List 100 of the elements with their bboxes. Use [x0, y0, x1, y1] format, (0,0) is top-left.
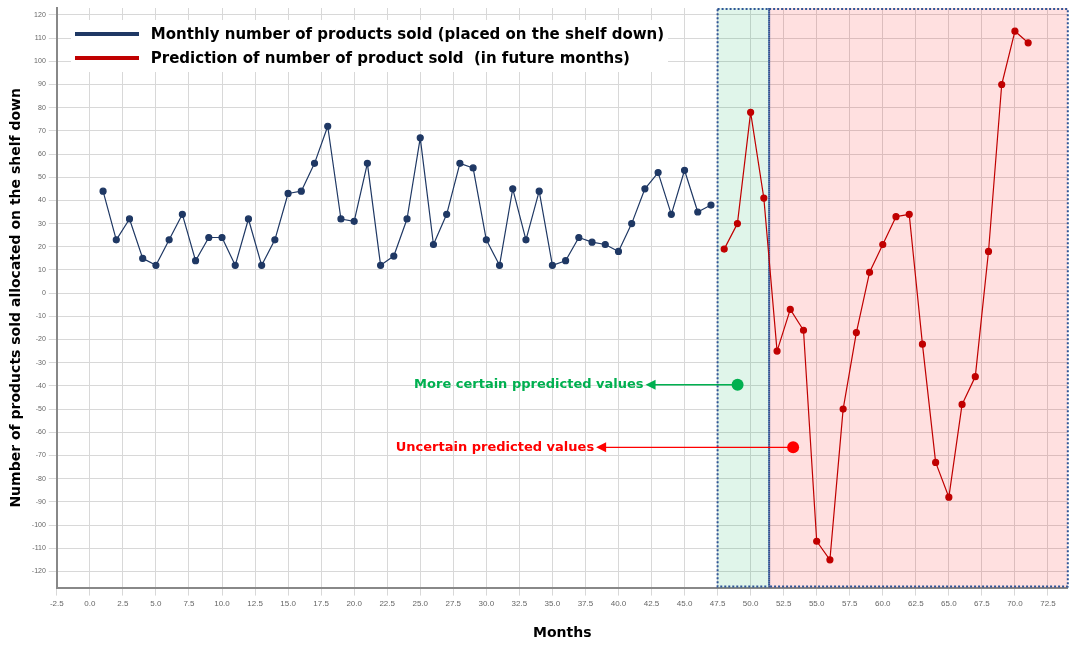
- point: [390, 252, 398, 260]
- point: [998, 80, 1006, 89]
- point: [852, 328, 860, 337]
- x-tick-label: 5.0: [150, 598, 163, 608]
- x-tick-label: 52.5: [775, 598, 792, 608]
- point: [641, 185, 649, 193]
- x-tick-label: 67.5: [974, 598, 991, 608]
- point: [932, 458, 940, 467]
- x-tick-label: 7.5: [183, 598, 196, 608]
- point: [694, 208, 702, 216]
- point: [562, 257, 570, 265]
- x-tick-label: 0.0: [84, 598, 96, 608]
- point: [350, 217, 358, 225]
- point: [363, 159, 371, 167]
- y-axis-title: Number of products sold allocated on the shelf down: [7, 88, 24, 508]
- point: [99, 187, 107, 195]
- x-axis-title: Months: [533, 624, 592, 641]
- point: [218, 233, 226, 242]
- x-tick-label: 40.0: [610, 598, 627, 608]
- point: [879, 240, 887, 249]
- x-tick-label: 55.0: [808, 598, 826, 608]
- point: [165, 236, 173, 244]
- x-tick-label: 2.5: [117, 598, 129, 608]
- point: [456, 159, 464, 167]
- point: [258, 261, 266, 269]
- x-tick-label: 10.0: [214, 598, 231, 608]
- point: [376, 261, 385, 269]
- point: [971, 373, 979, 381]
- x-tick-label: 20.0: [346, 598, 363, 608]
- point: [324, 122, 332, 130]
- point: [152, 261, 160, 269]
- point: [905, 210, 913, 218]
- point: [1024, 39, 1032, 47]
- point: [720, 245, 728, 253]
- point: [760, 194, 768, 202]
- point: [839, 405, 847, 413]
- point: [773, 347, 781, 355]
- point: [337, 215, 345, 223]
- x-tick-label: 32.5: [511, 598, 528, 608]
- x-tick-label: 57.5: [841, 598, 859, 608]
- point: [403, 215, 411, 223]
- point: [284, 189, 292, 198]
- point: [548, 261, 556, 269]
- point: [231, 261, 239, 269]
- x-tick-label: 60.0: [874, 598, 892, 608]
- point: [244, 215, 253, 223]
- point: [918, 340, 927, 348]
- point: [443, 210, 451, 218]
- point: [191, 257, 200, 265]
- point: [271, 236, 279, 244]
- x-tick-label: 27.5: [445, 598, 462, 608]
- point: [429, 240, 438, 249]
- point: [984, 247, 993, 256]
- point: [826, 556, 834, 564]
- x-tick-label: 35.0: [544, 598, 561, 608]
- point: [654, 169, 662, 177]
- point: [865, 268, 874, 276]
- point: [945, 493, 953, 501]
- point: [958, 400, 966, 409]
- point: [667, 210, 675, 218]
- point: [522, 236, 530, 244]
- point: [416, 134, 424, 142]
- point: [297, 187, 305, 195]
- point: [205, 233, 213, 242]
- point: [112, 236, 120, 244]
- x-tick-label: 65.0: [941, 598, 958, 608]
- point: [799, 326, 808, 334]
- x-tick-label: 62.5: [908, 598, 925, 608]
- x-tick-label: 42.5: [643, 598, 660, 608]
- point: [733, 220, 742, 228]
- x-tick-label: 22.5: [379, 598, 396, 608]
- point: [535, 187, 543, 195]
- point: [1011, 27, 1019, 35]
- x-tick-label: 12.5: [247, 598, 264, 608]
- point: [469, 164, 477, 172]
- x-tick-label: 72.5: [1040, 598, 1057, 608]
- point: [786, 305, 794, 313]
- point: [601, 240, 609, 249]
- x-tick-label: 30.0: [478, 598, 495, 608]
- x-tick-label: 70.0: [1007, 598, 1024, 608]
- point: [588, 238, 596, 246]
- x-tick-label: 17.5: [313, 598, 330, 608]
- legend-label: Prediction of number of product sold (in future months): [150, 49, 630, 67]
- x-tick-label: 50.0: [742, 598, 759, 608]
- x-tick-label: 37.5: [577, 598, 594, 608]
- point: [575, 233, 583, 242]
- x-tick-label: 25.0: [412, 598, 429, 608]
- point: [310, 159, 319, 167]
- point: [614, 247, 623, 256]
- band-label: More certain ppredicted values: [414, 376, 644, 392]
- point: [707, 201, 715, 209]
- point: [482, 236, 490, 244]
- x-tick-label: -2.5: [49, 598, 65, 608]
- band-label: Uncertain predicted values: [395, 438, 595, 454]
- point: [813, 537, 821, 545]
- point: [139, 254, 147, 262]
- x-tick-label: 15.0: [280, 598, 297, 608]
- x-tick-label: 45.0: [676, 598, 693, 608]
- point: [892, 213, 900, 221]
- point: [509, 185, 517, 193]
